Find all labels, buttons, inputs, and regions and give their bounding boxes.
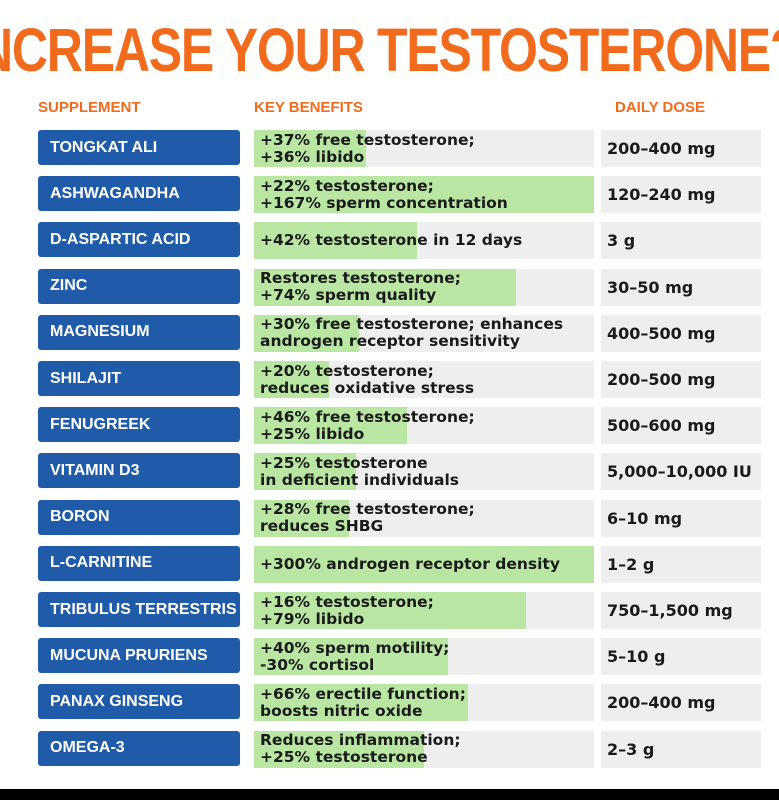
benefit-text: +46% free testosterone; +25% libido	[260, 407, 475, 443]
table-row: MUCUNA PRURIENS +40% sperm motility; -30%…	[0, 638, 779, 676]
benefit-bar	[254, 361, 329, 398]
benefit-text: +40% sperm motility; -30% cortisol	[260, 638, 450, 674]
benefit-text: +28% free testosterone; reduces SHBG	[260, 500, 475, 536]
supplement-name: PANAX GINSENG	[38, 684, 240, 720]
benefit-bar	[254, 314, 360, 352]
supplement-name: OMEGA-3	[38, 730, 240, 766]
table-row: OMEGA-3 Reduces inflammation; +25% testos…	[0, 730, 779, 768]
table-row: BORON +28% free testosterone; reduces SHB…	[0, 499, 779, 537]
table-row: FENUGREEK +46% free testosterone; +25% li…	[0, 407, 779, 445]
supplement-name: TONGKAT ALI	[38, 130, 240, 165]
dose-cell: 5,000–10,000 IU	[601, 453, 761, 491]
dose-cell: 750–1,500 mg	[601, 592, 761, 629]
table-row: PANAX GINSENG +66% erectile function; boo…	[0, 684, 779, 722]
dose-cell: 3 g	[601, 222, 761, 260]
benefit-bar	[254, 638, 448, 676]
benefit-cell: +300% androgen receptor density	[254, 545, 594, 583]
benefit-cell: Restores testosterone; +74% sperm qualit…	[254, 268, 594, 306]
table-row: L-CARNITINE +300% androgen receptor densi…	[0, 545, 779, 583]
supplement-name: ASHWAGANDHA	[38, 176, 240, 212]
table-row: TONGKAT ALI +37% free testosterone; +36% …	[0, 130, 779, 167]
header-supplement: SUPPLEMENT	[38, 99, 141, 116]
benefit-bar	[254, 730, 424, 768]
benefit-bar	[254, 176, 594, 214]
benefit-cell: +25% testosterone in deficient individua…	[254, 453, 594, 491]
benefit-cell: +28% free testosterone; reduces SHBG	[254, 499, 594, 537]
benefit-cell: +37% free testosterone; +36% libido	[254, 130, 594, 167]
benefit-cell: +22% testosterone; +167% sperm concentra…	[254, 176, 594, 214]
benefit-cell: +16% testosterone; +79% libido	[254, 592, 594, 629]
benefit-text: +22% testosterone; +167% sperm concentra…	[260, 176, 508, 212]
supplement-name: D-ASPARTIC ACID	[38, 222, 240, 258]
dose-cell: 400–500 mg	[601, 314, 761, 352]
benefit-bar	[254, 684, 469, 722]
supplement-name: FENUGREEK	[38, 407, 240, 443]
dose-cell: 120–240 mg	[601, 176, 761, 214]
benefit-text: +37% free testosterone; +36% libido	[260, 130, 475, 166]
supplement-name: TRIBULUS TERRESTRIS	[38, 592, 240, 627]
table-row: VITAMIN D3 +25% testosterone in deficient…	[0, 453, 779, 491]
benefit-text: +16% testosterone; +79% libido	[260, 592, 434, 628]
supplement-name: L-CARNITINE	[38, 545, 240, 581]
table-row: ZINC Restores testosterone; +74% sperm qu…	[0, 268, 779, 306]
supplement-name: ZINC	[38, 268, 240, 304]
header-key-benefits: KEY BENEFITS	[254, 99, 363, 116]
benefit-text: +20% testosterone; reduces oxidative str…	[260, 361, 475, 397]
supplement-name: BORON	[38, 499, 240, 535]
benefit-bar	[254, 130, 367, 167]
dose-cell: 2–3 g	[601, 730, 761, 768]
dose-cell: 200–500 mg	[601, 361, 761, 398]
benefit-bar	[254, 545, 594, 583]
page-title: INCREASE YOUR TESTOSTERONE?!	[0, 16, 779, 84]
header-daily-dose: DAILY DOSE	[615, 99, 706, 116]
bottom-bar	[0, 789, 779, 800]
benefit-cell: +30% free testosterone; enhances androge…	[254, 314, 594, 352]
benefit-text: +66% erectile function; boosts nitric ox…	[260, 684, 466, 720]
benefit-bar	[254, 268, 516, 306]
table-row: TRIBULUS TERRESTRIS +16% testosterone; +7…	[0, 592, 779, 629]
table-row: SHILAJIT +20% testosterone; reduces oxida…	[0, 361, 779, 398]
supplement-name: SHILAJIT	[38, 361, 240, 396]
benefit-bar	[254, 592, 526, 629]
dose-cell: 6–10 mg	[601, 499, 761, 537]
benefit-bar	[254, 407, 407, 445]
supplement-name: MUCUNA PRURIENS	[38, 638, 240, 674]
benefit-text: +42% testosterone in 12 days	[260, 231, 523, 250]
benefit-cell: Reduces inflammation; +25% testosterone	[254, 730, 594, 768]
benefit-text: Reduces inflammation; +25% testosterone	[260, 731, 461, 767]
benefit-cell: +40% sperm motility; -30% cortisol	[254, 638, 594, 676]
benefit-cell: +46% free testosterone; +25% libido	[254, 407, 594, 445]
benefit-text: +25% testosterone in deficient individua…	[260, 453, 459, 489]
dose-cell: 30–50 mg	[601, 268, 761, 306]
table-row: ASHWAGANDHA +22% testosterone; +167% sper…	[0, 176, 779, 214]
supplement-name: VITAMIN D3	[38, 453, 240, 489]
dose-cell: 5–10 g	[601, 638, 761, 676]
dose-cell: 500–600 mg	[601, 407, 761, 445]
dose-cell: 200–400 mg	[601, 684, 761, 722]
dose-cell: 1–2 g	[601, 545, 761, 583]
benefit-text: +300% androgen receptor density	[260, 554, 560, 573]
table-row: MAGNESIUM +30% free testosterone; enhance…	[0, 314, 779, 352]
benefit-cell: +20% testosterone; reduces oxidative str…	[254, 361, 594, 398]
benefit-cell: +66% erectile function; boosts nitric ox…	[254, 684, 594, 722]
benefit-text: Restores testosterone; +74% sperm qualit…	[260, 269, 461, 305]
supplement-name: MAGNESIUM	[38, 314, 240, 350]
benefit-text: +30% free testosterone; enhances androge…	[260, 315, 564, 351]
benefit-bar	[254, 222, 418, 260]
table-row: D-ASPARTIC ACID +42% testosterone in 12 d…	[0, 222, 779, 260]
benefit-bar	[254, 499, 350, 537]
dose-cell: 200–400 mg	[601, 130, 761, 167]
benefit-cell: +42% testosterone in 12 days	[254, 222, 594, 260]
benefit-bar	[254, 453, 356, 491]
